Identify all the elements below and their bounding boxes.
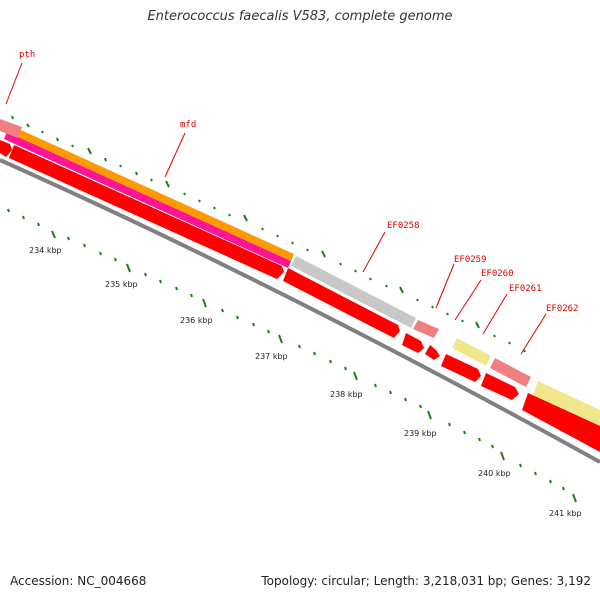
red-cds-arrow-6[interactable]: [441, 354, 481, 382]
salmon-feature-ef0259[interactable]: [413, 320, 439, 338]
red-cds-arrow-3[interactable]: [283, 268, 400, 338]
red-cds-arrow-2[interactable]: [9, 145, 284, 279]
red-cds-arrow-1[interactable]: [0, 140, 12, 157]
kbp-label-235: 235 kbp: [105, 280, 138, 289]
kbp-label-236: 236 kbp: [180, 316, 213, 325]
kbp-label-239: 239 kbp: [404, 429, 437, 438]
yellow-feature-ef0262[interactable]: [532, 381, 600, 430]
genome-backbone: [0, 158, 600, 464]
salmon-feature-pth[interactable]: [0, 119, 22, 138]
topology-text: Topology: circular; Length: 3,218,031 bp…: [261, 574, 591, 588]
gene-label-ef0262[interactable]: EF0262: [546, 304, 579, 314]
kbp-label-237: 237 kbp: [255, 352, 288, 361]
red-cds-arrow-5[interactable]: [425, 345, 440, 360]
gene-label-leaders: [5, 62, 547, 355]
genome-title: Enterococcus faecalis V583, complete gen…: [147, 9, 453, 24]
gene-label-ef0260[interactable]: EF0260: [481, 269, 514, 279]
red-cds-arrow-7[interactable]: [481, 373, 519, 400]
kbp-label-234: 234 kbp: [29, 246, 62, 255]
gene-label-ef0258[interactable]: EF0258: [387, 221, 420, 231]
outer-ticks: [11, 115, 526, 353]
kbp-label-241: 241 kbp: [549, 509, 582, 518]
red-cds-arrow-4[interactable]: [402, 333, 424, 353]
salmon-feature-ef0261[interactable]: [490, 358, 531, 387]
orange-feature-bar[interactable]: [7, 125, 294, 261]
accession-text: Accession: NC_004668: [10, 574, 147, 588]
inner-ticks: [7, 208, 577, 503]
gene-label-ef0259[interactable]: EF0259: [454, 255, 487, 265]
gene-label-pth[interactable]: pth: [19, 50, 35, 60]
yellow-feature-ef0260[interactable]: [452, 338, 491, 366]
gene-label-mfd[interactable]: mfd: [180, 120, 196, 130]
kbp-label-238: 238 kbp: [330, 390, 363, 399]
gene-label-ef0261[interactable]: EF0261: [509, 284, 542, 294]
kbp-label-240: 240 kbp: [478, 469, 511, 478]
gray-feature-ef0258[interactable]: [291, 256, 416, 328]
red-cds-arrow-8[interactable]: [522, 393, 600, 452]
magenta-feature-bar[interactable]: [4, 132, 291, 268]
